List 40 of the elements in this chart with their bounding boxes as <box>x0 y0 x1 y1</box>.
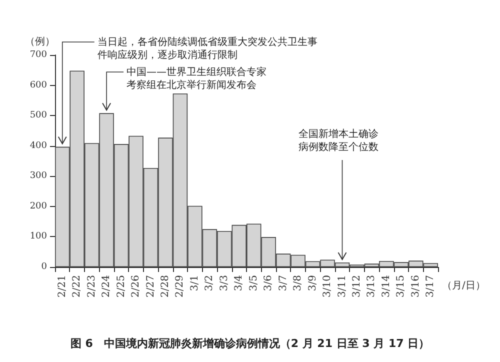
annotation: 中国——世界卫生组织联合专家考察组在北京举行新闻发布会 <box>126 66 267 91</box>
x-tick-label: 3/17 <box>425 275 436 298</box>
y-axis-title: （例） <box>25 36 55 48</box>
x-tick-label: 3/10 <box>322 275 334 298</box>
x-tick-label: 3/5 <box>248 275 260 292</box>
x-tick-label: 3/11 <box>336 275 348 298</box>
x-tick-label: 2/21 <box>56 275 68 298</box>
x-tick-label: 2/26 <box>130 275 142 298</box>
x-tick-label: 3/14 <box>380 275 392 298</box>
x-tick-label: 2/24 <box>101 275 112 298</box>
x-tick-label: 2/27 <box>145 275 156 298</box>
x-tick-label: 3/2 <box>204 275 216 292</box>
x-tick-label: 2/28 <box>160 275 171 298</box>
annotation: 当日起，各省份陆续调低省级重大突发公共卫生事件响应级别，逐步取消通行限制 <box>97 36 318 61</box>
x-tick-label: 3/8 <box>292 275 304 292</box>
x-tick-label: 2/29 <box>174 275 186 298</box>
x-tick-label: 2/23 <box>86 275 98 298</box>
x-tick-label: 3/9 <box>307 275 318 292</box>
y-tick-label: 500 <box>30 110 48 121</box>
x-tick-label: 3/16 <box>410 275 422 298</box>
y-tick-label: 100 <box>30 232 48 242</box>
x-tick-label: 3/15 <box>396 275 407 298</box>
x-tick-label: 3/4 <box>234 275 245 292</box>
y-tick-label: 700 <box>30 50 48 60</box>
annotation: 全国新增本土确诊病例数降至个位数 <box>298 128 378 153</box>
y-tick-label: 600 <box>30 80 48 90</box>
y-tick-label: 0 <box>41 262 48 272</box>
x-tick-label: 2/22 <box>72 275 83 298</box>
x-tick-label: 3/13 <box>366 275 378 298</box>
x-tick-label: 2/25 <box>116 275 127 298</box>
text: 图 6 中国境内新冠肺炎新增确诊病例情况（2 月 21 日至 3 月 17 日） <box>70 337 430 350</box>
y-tick-label: 300 <box>30 171 48 182</box>
y-tick-label: 400 <box>30 140 48 151</box>
x-tick-label: 3/1 <box>189 275 200 292</box>
y-tick-label: 200 <box>30 201 48 212</box>
x-tick-label: 3/7 <box>278 275 289 292</box>
x-tick-label: 3/6 <box>263 275 274 292</box>
x-tick-label: 3/3 <box>218 275 230 292</box>
x-axis-title: （月/日） <box>442 280 486 292</box>
x-tick-label: 3/12 <box>351 275 362 298</box>
